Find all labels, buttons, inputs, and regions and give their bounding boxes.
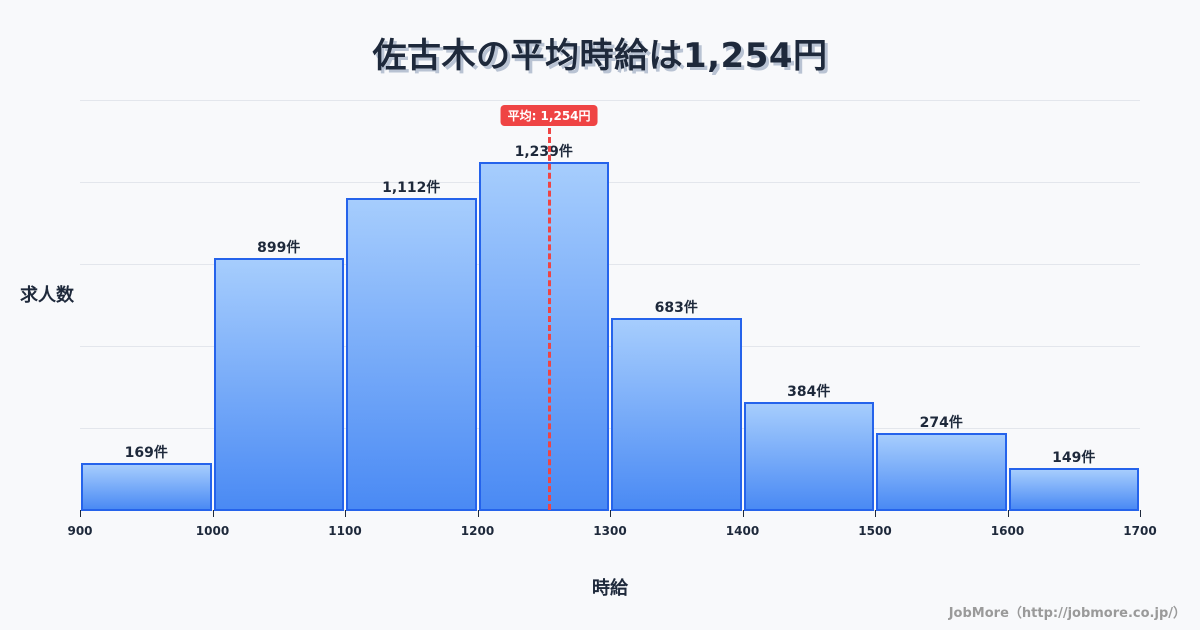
gridline: [80, 346, 1140, 347]
x-tick-label: 1300: [593, 524, 627, 538]
histogram-bar[interactable]: [81, 462, 212, 511]
mean-badge: 平均: 1,254円: [500, 105, 598, 126]
x-tick-label: 1500: [858, 524, 892, 538]
bar-value-label: 1,112件: [382, 179, 441, 196]
histogram-bar[interactable]: [346, 197, 477, 511]
histogram-bar[interactable]: [213, 257, 344, 511]
histogram-bar[interactable]: [611, 318, 742, 511]
x-tick-label: 900: [67, 524, 93, 538]
x-tick-label: 1000: [195, 524, 230, 538]
gridline: [80, 264, 1140, 265]
x-tick: [477, 510, 479, 517]
histogram-bar[interactable]: [1008, 468, 1139, 511]
gridline: [80, 428, 1140, 429]
bar-value-label: 1,239件: [514, 144, 573, 161]
x-tick: [1007, 510, 1009, 517]
bar-value-label: 384件: [787, 384, 831, 401]
gridline: [80, 100, 1140, 101]
bar-value-label: 899件: [257, 239, 301, 256]
x-axis-label: 時給: [592, 578, 628, 599]
histogram-bar[interactable]: [743, 402, 874, 511]
bar-value-label: 169件: [124, 444, 168, 461]
footer-credit: JobMore（http://jobmore.co.jp/）: [948, 606, 1186, 621]
x-tick: [212, 510, 214, 517]
x-tick-label: 1400: [725, 524, 760, 538]
x-tick: [345, 510, 346, 517]
x-tick-label: 1200: [460, 524, 495, 538]
x-tick-label: 1600: [990, 524, 1025, 538]
gridline: [80, 182, 1140, 183]
x-tick: [742, 510, 744, 517]
x-tick-label: 1100: [328, 524, 362, 538]
x-tick: [610, 510, 611, 517]
bar-value-label: 149件: [1052, 450, 1096, 467]
histogram-bar[interactable]: [876, 433, 1007, 511]
mean-dashed-line: [547, 128, 551, 510]
x-tick: [80, 510, 81, 517]
bar-value-label: 274件: [919, 415, 963, 432]
histogram-bar[interactable]: [478, 162, 609, 511]
x-tick: [1140, 510, 1141, 517]
x-tick-label: 1700: [1123, 524, 1157, 538]
chart-title: 佐古木の平均時給は1,254円: [372, 36, 828, 76]
y-axis-label: 求人数: [20, 285, 74, 306]
bar-value-label: 683件: [654, 300, 698, 317]
x-tick: [875, 510, 876, 517]
